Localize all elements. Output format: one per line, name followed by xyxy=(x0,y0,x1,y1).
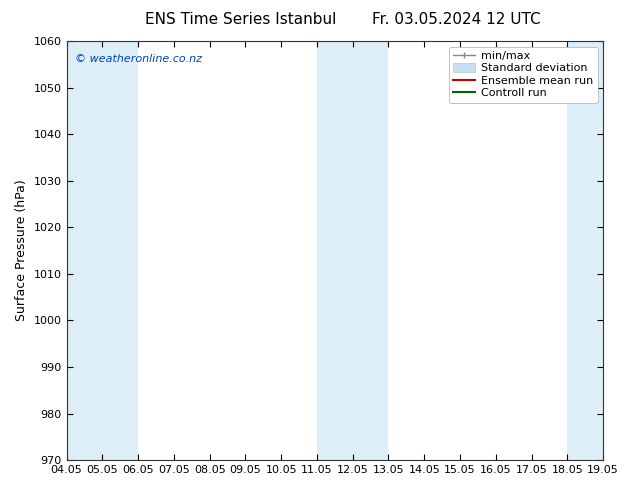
Text: ENS Time Series Istanbul: ENS Time Series Istanbul xyxy=(145,12,337,27)
Legend: min/max, Standard deviation, Ensemble mean run, Controll run: min/max, Standard deviation, Ensemble me… xyxy=(449,47,598,102)
Bar xyxy=(567,41,603,460)
Bar xyxy=(67,41,138,460)
Y-axis label: Surface Pressure (hPa): Surface Pressure (hPa) xyxy=(15,180,28,321)
Text: Fr. 03.05.2024 12 UTC: Fr. 03.05.2024 12 UTC xyxy=(372,12,541,27)
Text: © weatheronline.co.nz: © weatheronline.co.nz xyxy=(75,53,202,64)
Bar xyxy=(317,41,389,460)
